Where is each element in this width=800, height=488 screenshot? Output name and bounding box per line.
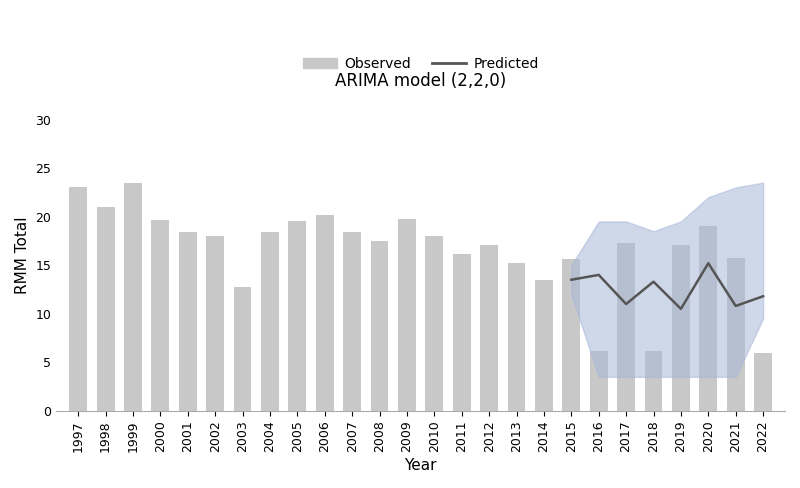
Legend: Observed, Predicted: Observed, Predicted: [297, 51, 544, 76]
Bar: [590, 351, 608, 411]
Bar: [206, 236, 224, 411]
Bar: [645, 351, 662, 411]
Bar: [562, 259, 580, 411]
Bar: [699, 226, 717, 411]
Bar: [535, 280, 553, 411]
Bar: [289, 221, 306, 411]
Bar: [151, 220, 170, 411]
Y-axis label: RMM Total: RMM Total: [15, 217, 30, 294]
Bar: [343, 232, 361, 411]
Bar: [426, 236, 443, 411]
X-axis label: Year: Year: [404, 458, 437, 473]
Title: ARIMA model (2,2,0): ARIMA model (2,2,0): [335, 72, 506, 90]
Bar: [480, 245, 498, 411]
Bar: [261, 232, 279, 411]
Bar: [726, 258, 745, 411]
Bar: [179, 232, 197, 411]
Bar: [453, 255, 470, 411]
Bar: [370, 241, 389, 411]
Bar: [672, 245, 690, 411]
Bar: [124, 183, 142, 411]
Bar: [754, 353, 772, 411]
Bar: [97, 207, 114, 411]
Bar: [70, 187, 87, 411]
Bar: [398, 219, 416, 411]
Bar: [234, 286, 251, 411]
Bar: [508, 263, 526, 411]
Bar: [316, 215, 334, 411]
Bar: [618, 243, 635, 411]
